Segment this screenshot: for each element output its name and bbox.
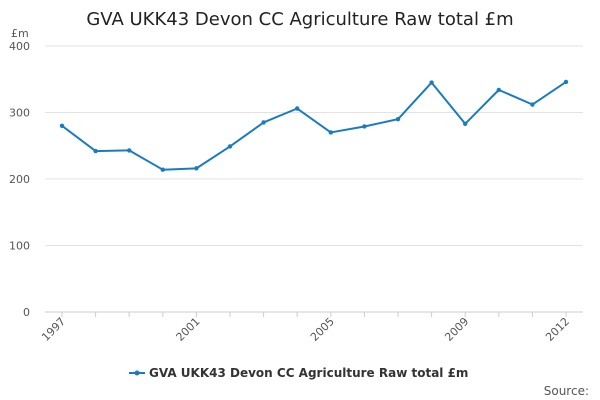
data-point[interactable] bbox=[127, 148, 132, 153]
y-axis-unit: £m bbox=[11, 27, 29, 40]
data-point[interactable] bbox=[463, 121, 468, 127]
source-label: Source: bbox=[544, 384, 589, 398]
legend-point-marker bbox=[134, 370, 140, 376]
data-point[interactable] bbox=[93, 148, 98, 154]
data-point[interactable] bbox=[160, 167, 165, 172]
y-tick-label: 200 bbox=[9, 173, 30, 186]
chart-title: GVA UKK43 Devon CC Agriculture Raw total… bbox=[86, 9, 513, 30]
data-point[interactable] bbox=[429, 80, 434, 85]
y-tick-label: 0 bbox=[23, 306, 30, 319]
data-point[interactable] bbox=[261, 120, 266, 125]
series-line bbox=[61, 81, 567, 171]
x-axis-ticks: 1997 2001 2005 2009 2012 bbox=[39, 312, 572, 344]
y-axis-ticks: 0 100 200 300 400 bbox=[9, 40, 30, 319]
x-tick-label: 2012 bbox=[543, 315, 572, 344]
y-tick-label: 400 bbox=[9, 40, 30, 53]
series-group bbox=[59, 79, 569, 172]
data-point[interactable] bbox=[563, 79, 569, 85]
data-point[interactable] bbox=[496, 87, 501, 93]
x-tick-label: 2009 bbox=[442, 315, 471, 344]
x-tick-label: 2005 bbox=[308, 315, 337, 344]
data-point[interactable] bbox=[295, 106, 300, 111]
y-tick-label: 100 bbox=[9, 240, 30, 253]
x-tick-label: 1997 bbox=[39, 315, 68, 344]
legend-label: GVA UKK43 Devon CC Agriculture Raw total… bbox=[149, 366, 468, 380]
data-point[interactable] bbox=[530, 102, 535, 107]
data-point[interactable] bbox=[362, 124, 367, 129]
gridlines bbox=[45, 45, 583, 313]
x-tick-label: 2001 bbox=[174, 315, 203, 344]
data-point[interactable] bbox=[194, 166, 199, 171]
y-tick-label: 300 bbox=[9, 107, 30, 120]
data-point[interactable] bbox=[328, 130, 333, 135]
data-point[interactable] bbox=[227, 144, 233, 149]
data-point[interactable] bbox=[395, 116, 401, 122]
data-point[interactable] bbox=[59, 123, 65, 128]
legend[interactable]: GVA UKK43 Devon CC Agriculture Raw total… bbox=[129, 366, 468, 380]
